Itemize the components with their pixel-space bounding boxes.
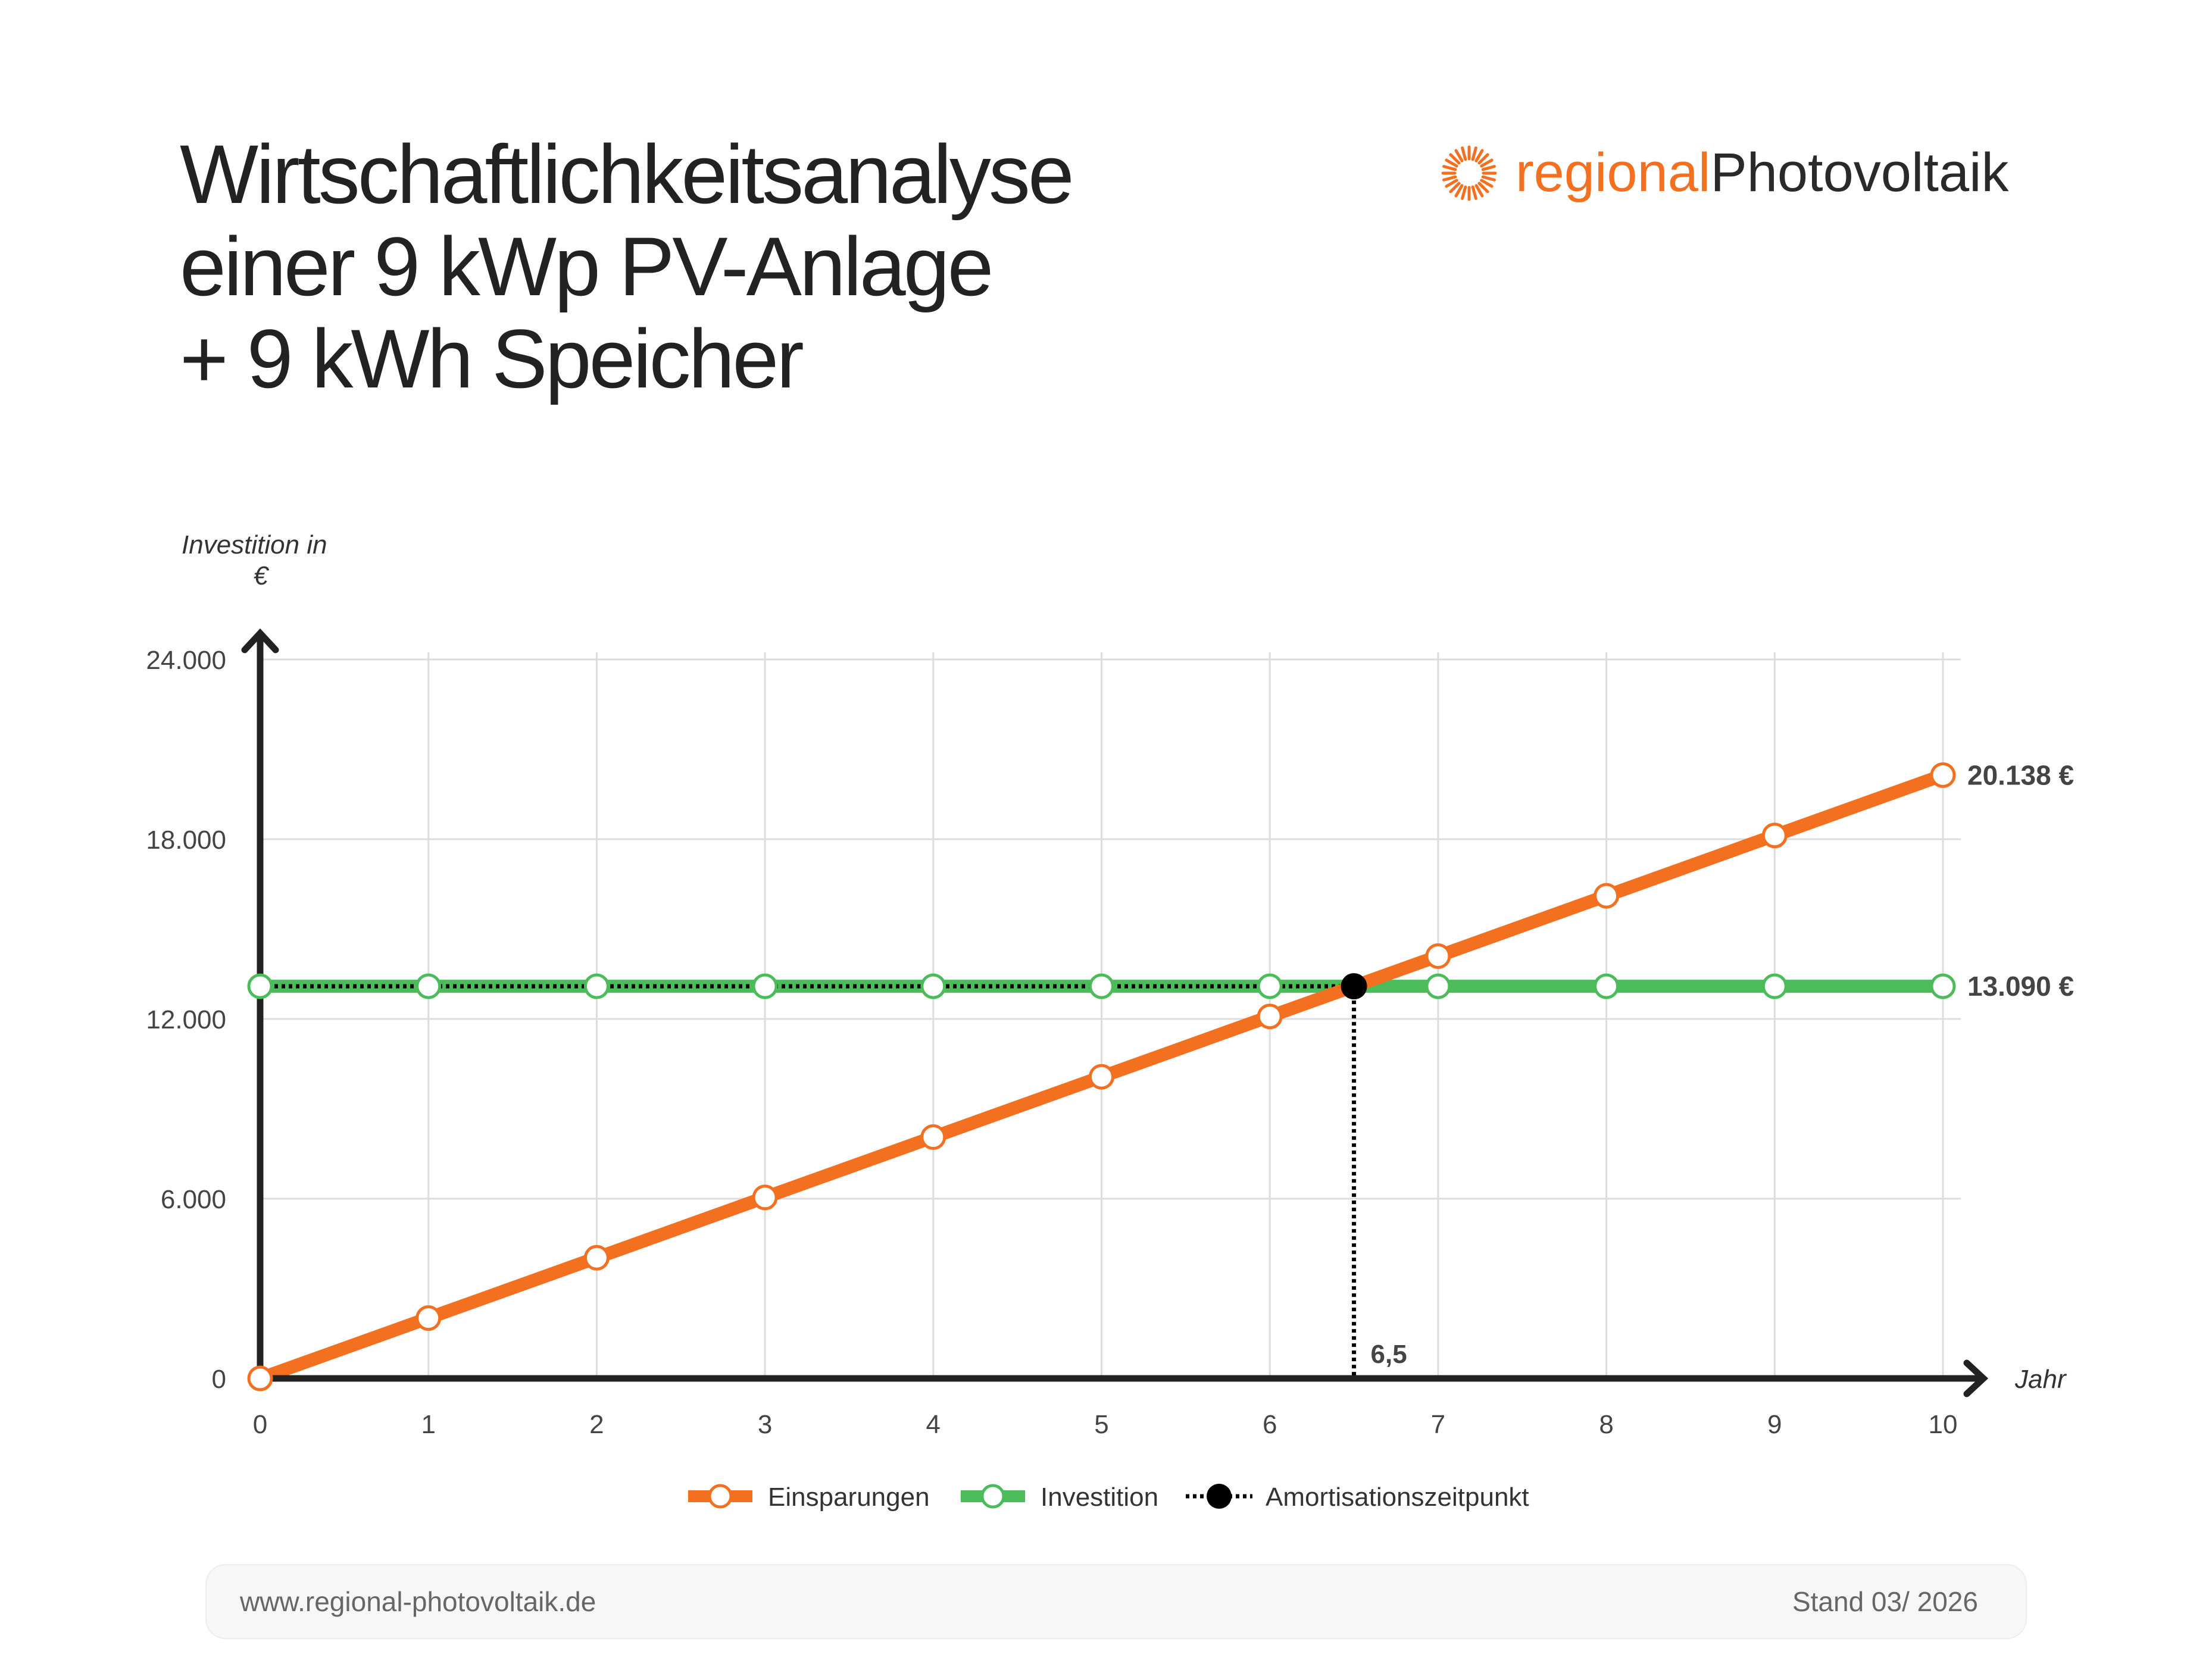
legend-amortisation-marker [1207,1484,1232,1509]
x-axis-title: Jahr [2014,1365,2067,1394]
einsparungen-point [920,1124,946,1150]
sun-ray [1481,175,1496,182]
sun-ray [1481,164,1496,171]
sun-ray [1449,152,1461,165]
x-tick-label: 2 [589,1410,604,1439]
investition-point [1089,973,1114,999]
legend-amortisation-label: Amortisationszeitpunkt [1266,1483,1529,1512]
einsparungen-point [583,1245,610,1271]
einsparungen-end-label: 20.138 € [1967,759,2074,790]
x-tick-label: 6 [1263,1410,1277,1439]
y-axis-title: Investition in [182,530,327,559]
x-tick-label: 7 [1431,1410,1445,1439]
footer-url: www.regional-photovoltaik.de [240,1586,596,1617]
investition-point [1425,973,1451,999]
x-tick-label: 8 [1599,1410,1613,1439]
sun-ray [1454,148,1464,162]
sun-ray [1471,185,1477,200]
sun-ray [1474,148,1484,162]
investition-point [583,973,610,999]
x-tick-label: 10 [1929,1410,1958,1439]
sun-ray [1461,146,1467,161]
x-tick-label: 9 [1767,1410,1782,1439]
einsparungen-point [1761,823,1788,849]
legend-investition-label: Investition [1041,1483,1158,1512]
investition-point [752,973,778,999]
sun-ray [1449,181,1461,193]
investition-point [415,973,442,999]
brand-wordmark-photovoltaik: Photovoltaik [1710,142,2009,203]
title-line-3: + 9 kWh Speicher [180,312,804,405]
y-axis-arrow-icon [241,628,279,653]
einsparungen-point [1425,943,1451,969]
einsparungen-point [1930,762,1956,788]
sun-ray [1445,179,1458,187]
legend: Einsparungen Investition Amortisationszeit… [688,1483,1529,1512]
sun-ray [1480,179,1494,187]
title-line-1: Wirtschaftlichkeitsanalyse [180,127,1074,221]
sun-ray [1442,175,1457,182]
einsparungen-point [415,1305,442,1331]
sun-icon [1441,145,1497,201]
einsparungen-point [247,1365,273,1392]
legend-investition-marker [980,1484,1005,1509]
amortisation-label: 6,5 [1371,1340,1407,1369]
einsparungen-point [1257,1003,1283,1030]
title-line-2: einer 9 kWp PV-Anlage [180,220,993,313]
amortisation-point [1341,973,1367,1000]
brand-wordmark: regionalPhotovoltaik [1516,142,2009,204]
y-tick-label: 0 [212,1365,226,1394]
sun-ray [1442,164,1457,171]
sun-ray [1445,158,1458,167]
investition-point [920,973,946,999]
sun-ray [1477,181,1489,193]
sun-ray [1480,158,1494,167]
sun-ray [1461,185,1467,200]
investition-point [247,973,273,999]
y-tick-label: 18.000 [146,826,226,855]
legend-einsparungen-marker [708,1484,733,1509]
einsparungen-point [1594,883,1620,909]
sun-ray [1477,152,1489,165]
chart: 0 6.000 12.000 18.000 24.000 0 1 2 3 4 5 6 7 8 9 10 Inve… [146,530,2074,1512]
x-tick-label: 1 [421,1410,435,1439]
y-tick-label: 24.000 [146,646,226,675]
footer-bar: www.regional-photovoltaik.de Stand 03/ 2… [205,1564,2027,1639]
y-tick-label: 12.000 [146,1005,226,1034]
investition-point [1930,973,1956,999]
page-title: Wirtschaftlichkeitsanalyse einer 9 kWp P… [180,127,1074,405]
footer-stand: Stand 03/ 2026 [1792,1586,1978,1617]
x-tick-label: 5 [1094,1410,1108,1439]
investition-point [1594,973,1620,999]
sun-ray [1471,146,1477,161]
y-tick-label: 6.000 [161,1185,226,1214]
x-axis-arrow-icon [1963,1359,1989,1397]
investition-end-label: 13.090 € [1967,971,2074,1002]
einsparungen-point [752,1184,778,1211]
brand-logo: regionalPhotovoltaik [1439,142,2009,204]
x-tick-label: 0 [253,1410,267,1439]
sun-ray [1474,183,1484,198]
investition-point [1257,973,1283,999]
x-tick-label: 4 [926,1410,941,1439]
y-axis-title-unit: € [254,561,270,590]
einsparungen-point [1089,1064,1114,1090]
x-tick-label: 3 [758,1410,772,1439]
sun-ray [1454,183,1464,198]
investition-point [1761,973,1788,999]
brand-wordmark-regional: regional [1516,142,1711,203]
legend-einsparungen-label: Einsparungen [768,1483,930,1512]
